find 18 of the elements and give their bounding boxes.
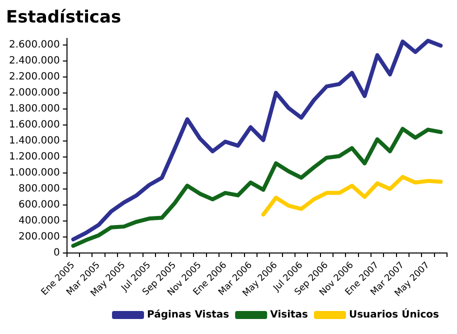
y-tick-label: 800.000 (18, 184, 60, 195)
y-tick-label: 400.000 (18, 216, 60, 227)
y-tick-label: 1.800.000 (8, 103, 60, 114)
y-tick-label: 2.400.000 (8, 55, 60, 66)
y-tick-label: 1.000.000 (8, 168, 60, 179)
y-tick-label: 1.200.000 (8, 151, 60, 162)
y-tick-label: 2.600.000 (8, 39, 60, 50)
chart-title: Estadísticas (6, 8, 122, 28)
y-tick-label: 600.000 (18, 200, 60, 211)
legend-label: Páginas Vistas (147, 310, 230, 321)
y-tick-label: 1.600.000 (8, 119, 60, 130)
legend-label: Visitas (270, 310, 308, 321)
y-tick-label: 1.400.000 (8, 135, 60, 146)
y-tick-label: 200.000 (18, 232, 60, 243)
y-tick-label: 0 (54, 248, 60, 259)
y-tick-label: 2.000.000 (8, 87, 60, 98)
y-tick-label: 2.200.000 (8, 71, 60, 82)
legend-label: Usuarios Únicos (348, 308, 440, 321)
